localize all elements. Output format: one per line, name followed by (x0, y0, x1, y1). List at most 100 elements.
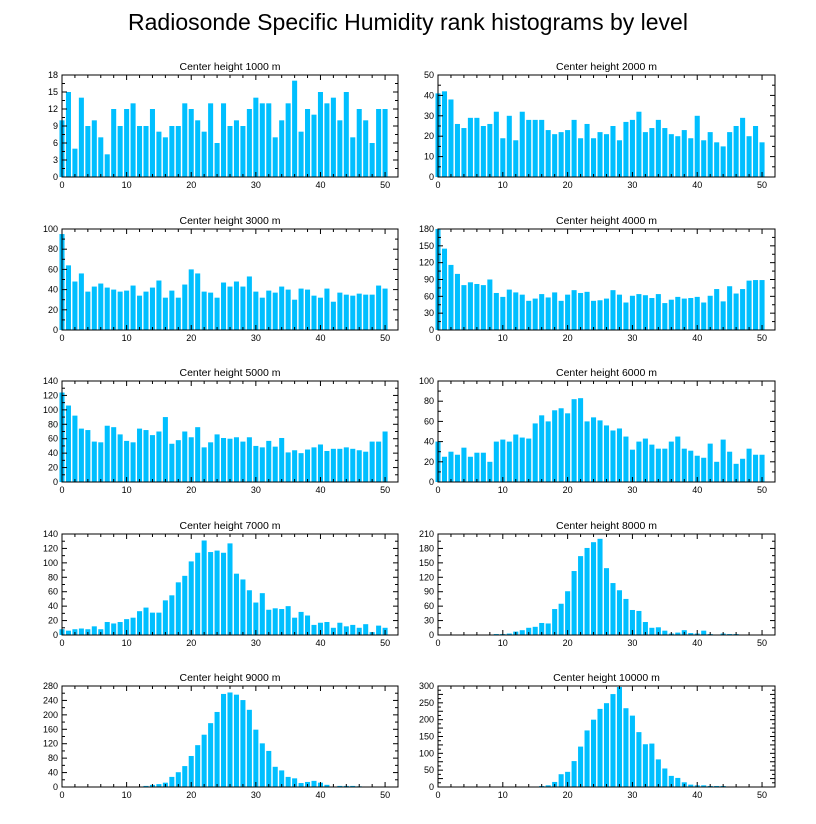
histogram-bar (214, 297, 220, 330)
y-tick-label: 120 (43, 390, 58, 400)
histogram-bar (759, 142, 765, 177)
histogram-bar (513, 434, 519, 482)
x-tick-label: 40 (692, 180, 702, 190)
histogram-bar (539, 294, 545, 330)
histogram-bar (369, 143, 375, 177)
histogram-bar (279, 437, 285, 482)
histogram-bar (137, 611, 143, 635)
y-tick-label: 40 (48, 601, 58, 611)
histogram-bar (688, 298, 694, 330)
histogram-bar (558, 132, 564, 177)
histogram-bar (565, 413, 571, 482)
histogram-bar (487, 279, 493, 330)
histogram-bar (532, 423, 538, 482)
histogram-bar (694, 455, 700, 482)
histogram-bar (603, 568, 610, 635)
histogram-bar (188, 269, 194, 330)
histogram-bar (311, 624, 317, 635)
histogram-bar (720, 146, 726, 177)
histogram-bar (636, 294, 642, 330)
panel-title: Center height 10000 m (553, 672, 660, 684)
histogram-bar (642, 622, 648, 635)
histogram-bar (221, 103, 227, 177)
histogram-bar (584, 291, 590, 330)
panel-title: Center height 5000 m (180, 367, 281, 379)
histogram-bar (629, 609, 635, 635)
histogram-bar (111, 109, 117, 177)
y-tick-label: 100 (43, 558, 58, 568)
x-tick-label: 20 (563, 485, 573, 495)
histogram-panel: Center height 6000 m 0 10 20 30 40 50 0 20 40 60 80… (419, 367, 776, 495)
y-tick-label: 60 (48, 587, 58, 597)
y-tick-label: 40 (424, 437, 434, 447)
x-tick-label: 50 (757, 638, 767, 648)
x-tick-label: 40 (692, 790, 702, 800)
histogram-bar (246, 109, 252, 177)
histogram-bar (727, 286, 733, 330)
y-tick-label: 90 (424, 275, 434, 285)
histogram-bar (201, 540, 207, 635)
histogram-bar (545, 623, 551, 635)
histogram-bar (227, 692, 233, 787)
x-tick-label: 20 (186, 180, 196, 190)
histogram-bar (382, 431, 388, 482)
histogram-bar (169, 290, 175, 330)
y-tick-label: 250 (419, 698, 434, 708)
histogram-bar (324, 288, 330, 330)
histogram-bar (545, 130, 551, 177)
histogram-bar (519, 630, 525, 635)
histogram-bar (746, 448, 752, 482)
histogram-bar (694, 115, 700, 177)
histogram-bar (253, 97, 259, 177)
histogram-bar (78, 628, 84, 635)
histogram-bar (675, 632, 681, 635)
histogram-bar (130, 442, 136, 482)
histogram-bar (526, 438, 532, 482)
histogram-bar (337, 622, 343, 635)
histogram-bar (324, 622, 330, 635)
histogram-bar (662, 448, 668, 482)
y-tick-label: 150 (419, 732, 434, 742)
histogram-bar (233, 694, 239, 787)
histogram-bar (746, 136, 752, 177)
histogram-bar (649, 128, 655, 177)
histogram-bar (111, 289, 117, 330)
histogram-bar (487, 123, 493, 177)
histogram-bar (214, 711, 220, 787)
x-tick-label: 50 (757, 485, 767, 495)
histogram-bar (195, 745, 201, 787)
histogram-bar (330, 97, 336, 177)
histogram-bar (532, 119, 538, 177)
histogram-bar (597, 708, 603, 787)
histogram-bar (714, 461, 720, 482)
x-tick-label: 40 (692, 485, 702, 495)
y-tick-label: 30 (424, 111, 434, 121)
histogram-bar (143, 430, 149, 482)
histogram-bar (195, 552, 201, 635)
histogram-bar (636, 111, 642, 177)
histogram-bar (623, 302, 629, 330)
histogram-bar (597, 300, 603, 330)
histogram-bar (162, 600, 168, 635)
histogram-bar (240, 286, 246, 330)
histogram-bar (506, 289, 512, 330)
histogram-bar (668, 299, 674, 330)
histogram-bar (506, 115, 512, 177)
histogram-bar (253, 729, 259, 787)
histogram-bar (603, 425, 610, 482)
histogram-bar (233, 573, 239, 635)
y-tick-label: 0 (429, 630, 434, 640)
y-tick-label: 40 (48, 285, 58, 295)
histogram-bar (714, 289, 720, 330)
x-tick-label: 30 (251, 180, 261, 190)
histogram-bar (629, 449, 635, 482)
histogram-bar (156, 784, 162, 787)
y-tick-label: 140 (43, 529, 58, 539)
x-tick-label: 10 (498, 485, 508, 495)
x-tick-label: 50 (380, 485, 390, 495)
histogram-bar (337, 292, 343, 330)
histogram-bar (292, 450, 298, 482)
histogram-bar (266, 440, 272, 482)
histogram-bar (376, 625, 382, 635)
y-tick-label: 40 (48, 448, 58, 458)
